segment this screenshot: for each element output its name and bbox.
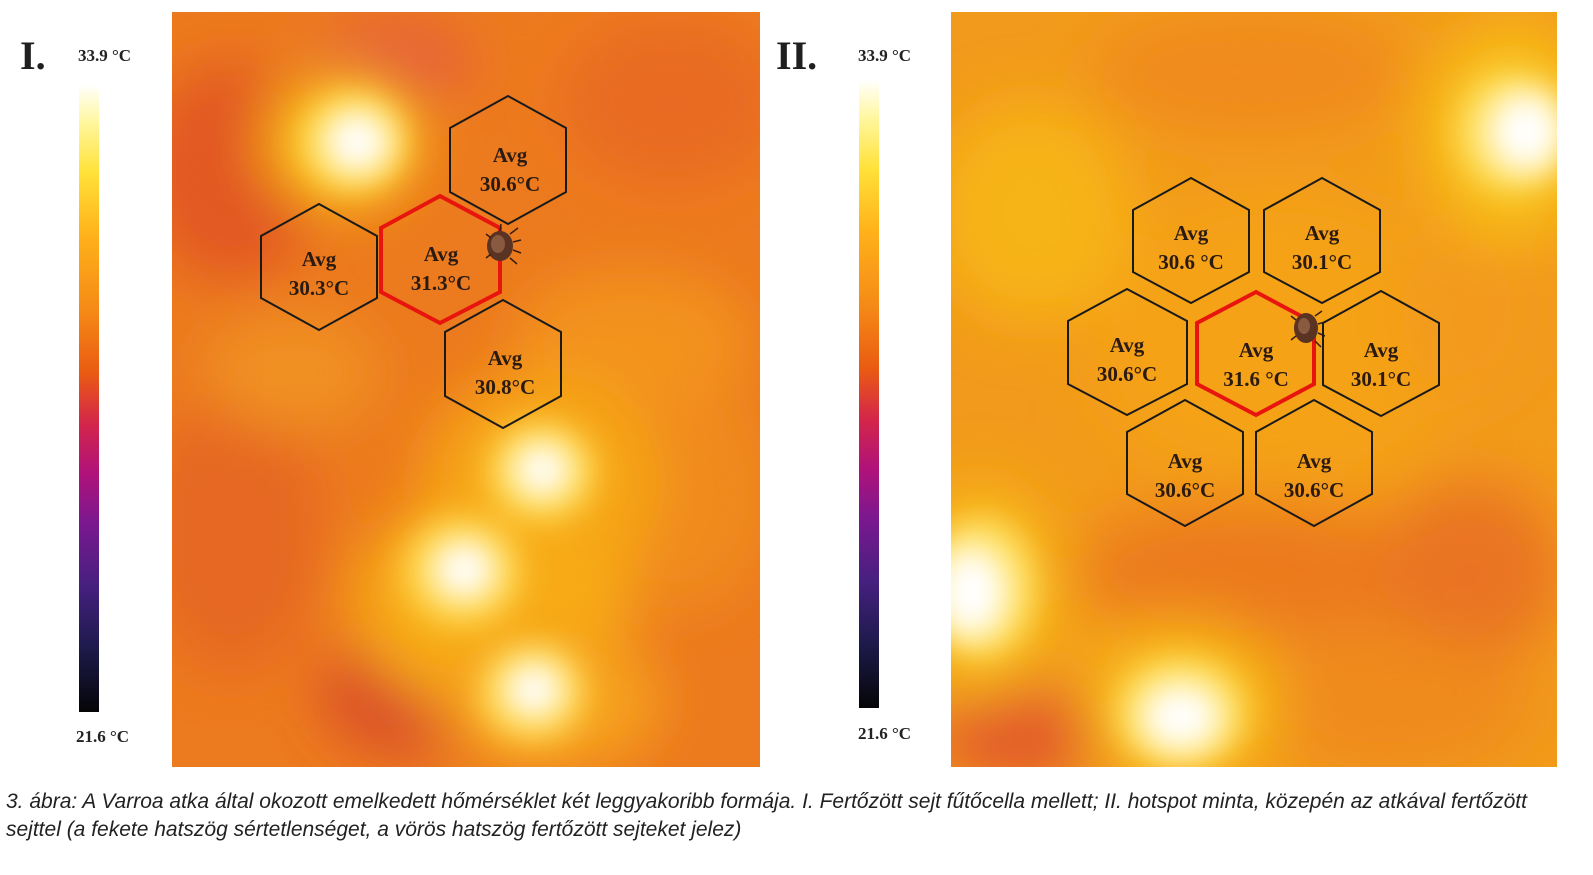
- panel-i-label: I.: [20, 33, 46, 78]
- cell-label-avg: Avg: [1364, 338, 1399, 362]
- cell-temperature: 30.6°C: [1284, 478, 1344, 502]
- cell-label-avg: Avg: [1239, 338, 1274, 362]
- panel-ii-cell-1: Avg 30.6 °C: [1132, 176, 1250, 305]
- figure-caption: 3. ábra: A Varroa atka által okozott eme…: [6, 790, 1527, 841]
- cell-temperature: 30.6 °C: [1158, 250, 1224, 274]
- panel-ii-scale-min: 21.6 °C: [858, 724, 912, 743]
- cell-temperature: 31.6 °C: [1223, 367, 1289, 391]
- panel-ii-varroa-mite: [1290, 310, 1326, 348]
- cell-temperature: 30.8°C: [475, 375, 535, 399]
- panel-i-thermal-image: [172, 12, 760, 767]
- cell-temperature: 30.6°C: [1155, 478, 1215, 502]
- panel-i-cell-2: Avg 30.3°C: [260, 202, 378, 332]
- cell-temperature: 31.3°C: [411, 271, 471, 295]
- cell-label-avg: Avg: [493, 143, 528, 167]
- cell-label-avg: Avg: [1305, 221, 1340, 245]
- panel-i-scale-max: 33.9 °C: [78, 46, 132, 65]
- cell-temperature: 30.6°C: [480, 172, 540, 196]
- panel-i-cell-1: Avg 30.6°C: [449, 94, 567, 226]
- panel-i-color-scale: [79, 84, 99, 712]
- cell-label-avg: Avg: [1174, 221, 1209, 245]
- panel-ii-thermal-image: [951, 12, 1557, 767]
- panel-i-cell-3-infected: Avg 31.3°C: [379, 193, 502, 326]
- panel-ii-cell-3: Avg 30.6°C: [1067, 287, 1188, 417]
- cell-label-avg: Avg: [1168, 449, 1203, 473]
- cell-temperature: 30.6°C: [1097, 362, 1157, 386]
- panel-ii-cell-7: Avg 30.6°C: [1255, 398, 1373, 528]
- panel-i-varroa-mite: [485, 223, 522, 265]
- cell-label-avg: Avg: [302, 247, 337, 271]
- cell-temperature: 30.1°C: [1292, 250, 1352, 274]
- panel-ii-label: II.: [776, 33, 818, 78]
- panel-ii-color-scale: [859, 80, 879, 708]
- panel-ii-cell-4-infected: Avg 31.6 °C: [1195, 289, 1316, 418]
- panel-ii-cell-2: Avg 30.1°C: [1263, 176, 1381, 305]
- panel-ii-cell-5: Avg 30.1°C: [1322, 289, 1440, 418]
- cell-label-avg: Avg: [424, 242, 459, 266]
- cell-temperature: 30.3°C: [289, 276, 349, 300]
- cell-label-avg: Avg: [1297, 449, 1332, 473]
- panel-i-cell-4: Avg 30.8°C: [444, 298, 562, 430]
- cell-label-avg: Avg: [1110, 333, 1145, 357]
- panel-i-scale-min: 21.6 °C: [76, 727, 130, 746]
- cell-label-avg: Avg: [488, 346, 523, 370]
- panel-ii-scale-max: 33.9 °C: [858, 46, 912, 65]
- cell-temperature: 30.1°C: [1351, 367, 1411, 391]
- panel-ii-cell-6: Avg 30.6°C: [1126, 398, 1244, 528]
